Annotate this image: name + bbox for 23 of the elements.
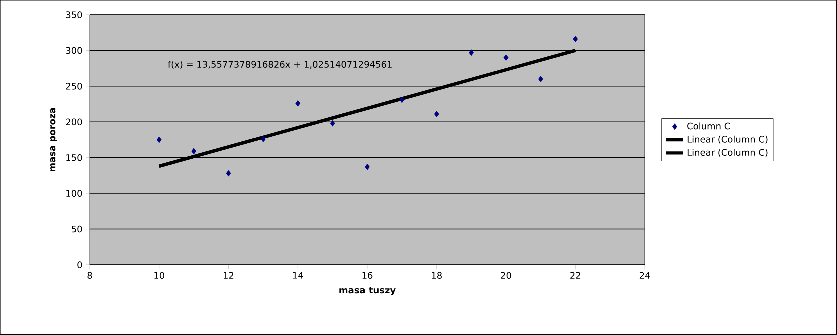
x-tick-label: 10 <box>154 272 164 280</box>
y-tick-label: 350 <box>66 12 82 18</box>
y-axis-title: masa poroza <box>50 108 58 172</box>
y-tick-label: 200 <box>66 118 82 126</box>
y-tick-label: 150 <box>66 154 82 162</box>
y-tick-label: 0 <box>78 262 82 268</box>
y-tick-label: 50 <box>72 226 82 233</box>
x-tick-label: 22 <box>570 272 580 279</box>
x-tick-label: 14 <box>293 272 304 279</box>
legend-label: Column C <box>688 122 730 130</box>
y-tick-label: 300 <box>66 47 82 54</box>
x-axis-title: masa tuszy <box>340 287 396 296</box>
y-tick-label: 100 <box>66 190 82 197</box>
x-tick-label: 16 <box>362 272 373 280</box>
y-tick-label: 250 <box>66 83 82 90</box>
x-tick-label: 12 <box>224 272 234 279</box>
legend-label: Linear (Column C) <box>688 149 768 158</box>
x-tick-label: 8 <box>88 272 92 280</box>
annotation: f(x) = 13,5577378916826x + 1,02514071294561 <box>168 60 392 70</box>
x-tick-label: 20 <box>501 272 512 280</box>
x-tick-label: 24 <box>640 272 650 279</box>
legend-label: Linear (Column C) <box>688 136 768 144</box>
x-tick-label: 18 <box>432 272 442 280</box>
